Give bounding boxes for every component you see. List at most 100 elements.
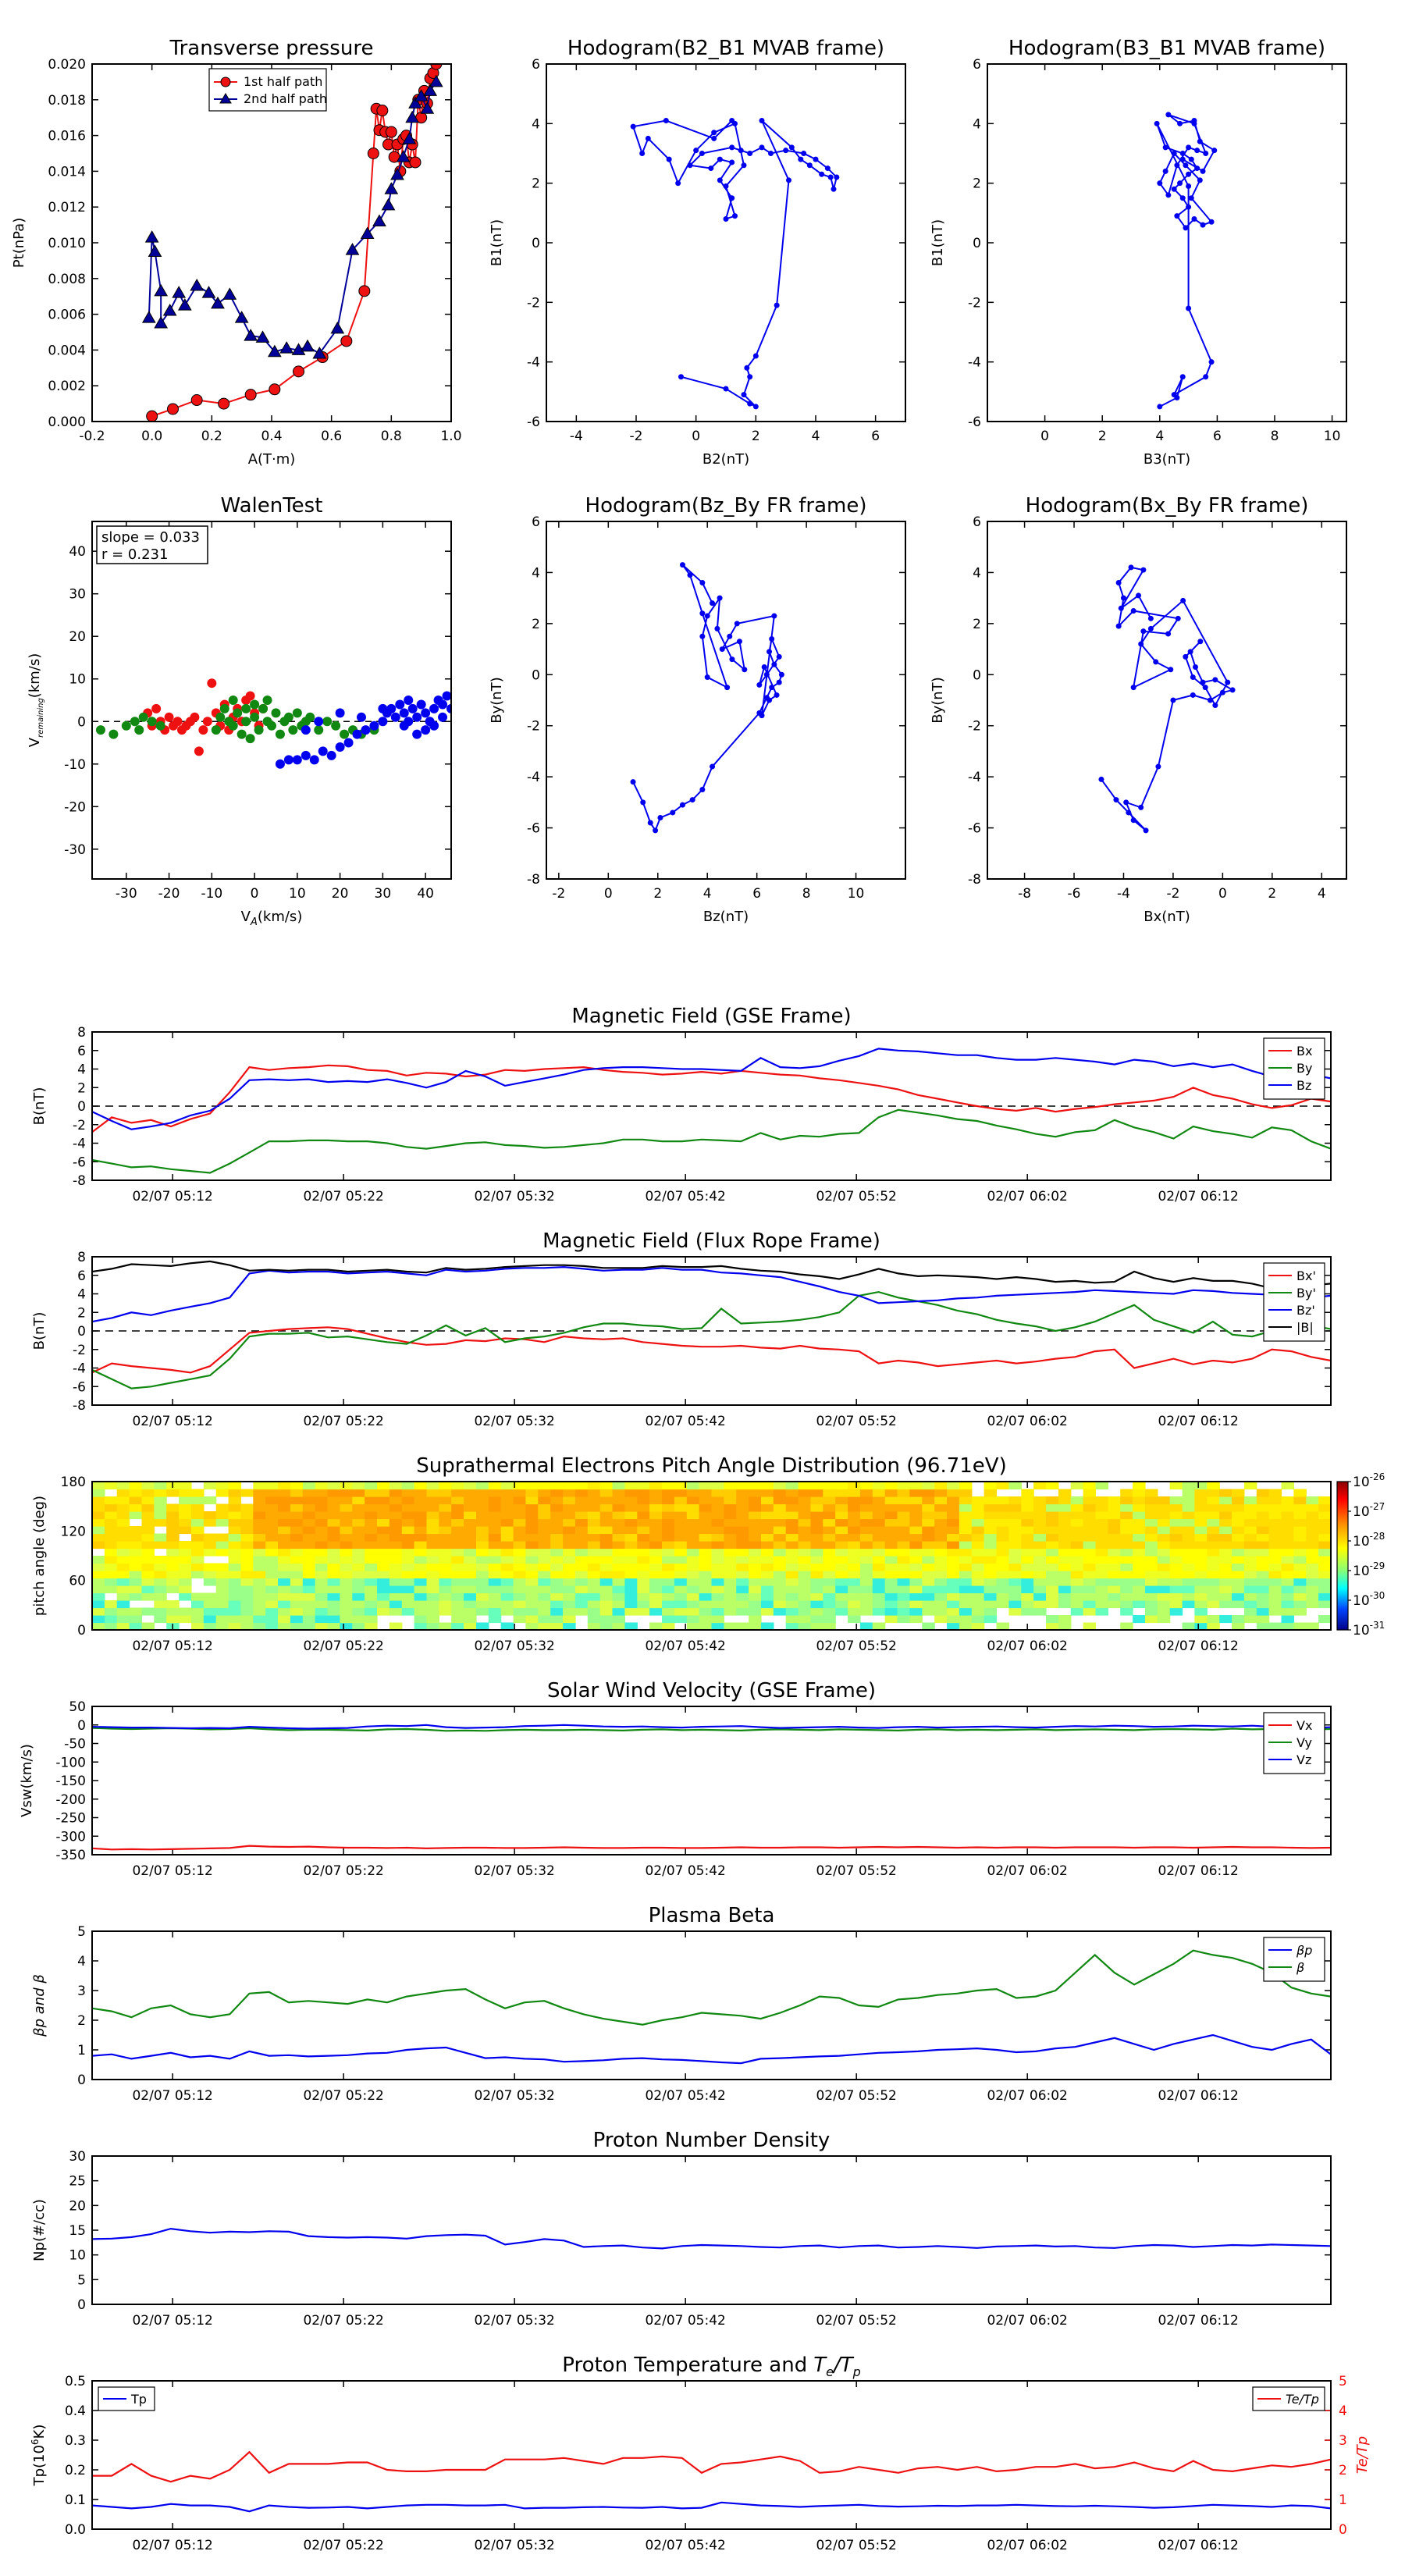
heatmap-cell	[265, 1482, 279, 1490]
heatmap-cell	[476, 1482, 489, 1490]
data-point	[275, 729, 285, 739]
heatmap-cell	[1021, 1489, 1034, 1497]
heatmap-cell	[1182, 1489, 1196, 1497]
y-tick-label: 2	[77, 1305, 86, 1321]
data-point	[763, 671, 770, 678]
heatmap-cell	[785, 1482, 799, 1490]
heatmap-cell	[1008, 1533, 1022, 1542]
heatmap-cell	[1083, 1489, 1097, 1497]
heatmap-cell	[451, 1541, 464, 1550]
heatmap-cell	[724, 1548, 737, 1557]
heatmap-cell	[1281, 1533, 1294, 1542]
heatmap-cell	[327, 1607, 340, 1616]
data-point	[742, 667, 748, 673]
heatmap-cell	[228, 1600, 242, 1609]
heatmap-cell	[240, 1541, 254, 1550]
heatmap-cell	[1268, 1548, 1282, 1557]
heatmap-cell	[476, 1571, 489, 1579]
heatmap-cell	[736, 1548, 749, 1557]
heatmap-cell	[1219, 1541, 1232, 1550]
heatmap-cell	[389, 1489, 403, 1497]
heatmap-cell	[1070, 1585, 1084, 1594]
heatmap-cell	[302, 1563, 316, 1571]
heatmap-cell	[674, 1533, 688, 1542]
time-tick-label: 02/07 06:02	[987, 1638, 1067, 1654]
y-tick-label: 5	[77, 1924, 86, 1940]
heatmap-cell	[1256, 1592, 1270, 1601]
heatmap-cell	[599, 1622, 614, 1630]
heatmap-cell	[649, 1592, 663, 1601]
heatmap-cell	[1070, 1571, 1084, 1579]
y-tick-label: 0.2	[65, 2463, 86, 2478]
time-tick-label: 02/07 05:22	[303, 1863, 383, 1879]
heatmap-cell	[538, 1600, 551, 1609]
heatmap-cell	[736, 1622, 749, 1630]
heatmap-cell	[674, 1571, 688, 1579]
data-point	[1186, 305, 1192, 311]
heatmap-cell	[1281, 1563, 1294, 1571]
heatmap-cell	[848, 1548, 861, 1557]
heatmap-cell	[290, 1592, 304, 1601]
heatmap-cell	[1169, 1518, 1183, 1527]
heatmap-cell	[1256, 1511, 1270, 1520]
heatmap-cell	[179, 1548, 192, 1557]
heatmap-cell	[253, 1503, 266, 1512]
time-tick-label: 02/07 05:42	[645, 2313, 725, 2329]
heatmap-cell	[550, 1592, 564, 1601]
heatmap-cell	[1083, 1592, 1097, 1601]
heatmap-cell	[1243, 1533, 1257, 1542]
heatmap-cell	[662, 1533, 675, 1542]
heatmap-cell	[674, 1489, 688, 1497]
heatmap-cell	[884, 1607, 898, 1616]
heatmap-cell	[414, 1511, 428, 1520]
data-point	[1157, 404, 1163, 410]
heatmap-cell	[340, 1489, 353, 1497]
heatmap-cell	[1268, 1622, 1282, 1630]
heatmap-cell	[1232, 1578, 1245, 1586]
heatmap-cell	[401, 1511, 415, 1520]
heatmap-cell	[736, 1571, 749, 1579]
x-tick-label: 10	[848, 886, 865, 902]
heatmap-cell	[352, 1503, 365, 1512]
y-tick-label: 40	[69, 544, 86, 560]
time-tick-label: 02/07 06:12	[1158, 2538, 1238, 2553]
heatmap-cell	[1306, 1556, 1319, 1564]
heatmap-cell	[1157, 1548, 1171, 1557]
y-axis-label: Np(#/cc)	[31, 2199, 48, 2261]
heatmap-cell	[426, 1489, 439, 1497]
heatmap-cell	[1268, 1585, 1282, 1594]
data-point	[729, 144, 735, 151]
heatmap-cell	[823, 1526, 836, 1535]
heatmap-cell	[1083, 1526, 1097, 1535]
heatmap-cell	[550, 1556, 564, 1564]
heatmap-cell	[959, 1600, 973, 1609]
heatmap-cell	[798, 1622, 812, 1630]
heatmap-cell	[563, 1533, 576, 1542]
heatmap-cell	[624, 1592, 638, 1601]
y-tick-label: 0.3	[65, 2433, 86, 2449]
heatmap-cell	[116, 1533, 130, 1542]
data-point	[108, 729, 119, 739]
heatmap-cell	[1182, 1600, 1196, 1609]
heatmap-cell	[959, 1533, 973, 1542]
data-point	[827, 174, 834, 180]
heatmap-cell	[773, 1518, 787, 1527]
heatmap-cell	[1145, 1556, 1158, 1564]
data-point	[378, 717, 388, 727]
heatmap-cell	[1194, 1503, 1208, 1512]
data-point	[233, 708, 243, 718]
heatmap-cell	[1083, 1607, 1097, 1616]
heatmap-cell	[203, 1571, 217, 1579]
heatmap-cell	[848, 1571, 861, 1579]
heatmap-cell	[637, 1592, 650, 1601]
heatmap-cell	[1157, 1541, 1171, 1550]
heatmap-cell	[599, 1615, 614, 1624]
heatmap-cell	[203, 1607, 217, 1616]
data-point	[776, 653, 782, 660]
heatmap-cell	[389, 1482, 403, 1490]
heatmap-cell	[278, 1489, 291, 1497]
heatmap-cell	[848, 1592, 861, 1601]
axes-frame	[91, 1930, 1332, 2080]
heatmap-cell	[711, 1526, 724, 1535]
heatmap-cell	[574, 1592, 589, 1601]
